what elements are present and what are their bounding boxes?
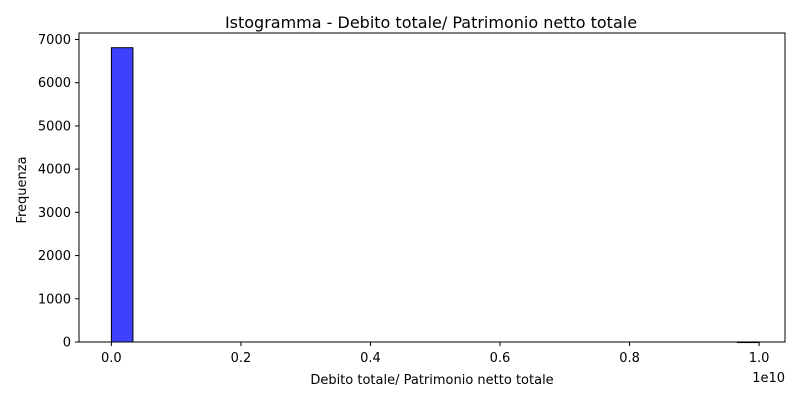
x-axis-offset-label: 1e10 [752, 371, 785, 386]
x-tick-label: 0.2 [231, 351, 252, 366]
y-axis-title: Frequenza [15, 156, 30, 223]
plot-area: 0.0 0.2 0.4 0.6 0.8 1.0 0 1000 2000 3000 4000 5000 6… [38, 32, 786, 366]
x-tick-label: 0.6 [490, 351, 511, 366]
x-tick-label: 0.4 [360, 351, 381, 366]
histogram-bar [110, 47, 134, 343]
x-axis-title: Debito totale/ Patrimonio netto totale [310, 373, 553, 388]
x-tick-label: 0.8 [619, 351, 640, 366]
y-tick-label: 5000 [38, 119, 71, 134]
y-tick-label: 6000 [38, 76, 71, 91]
y-tick-label: 3000 [38, 206, 71, 221]
y-tick-label: 2000 [38, 249, 71, 264]
y-tick-label: 0 [63, 336, 71, 351]
x-tick-label: 1.0 [749, 351, 770, 366]
y-tick-label: 1000 [38, 292, 71, 307]
x-tick-label: 0.0 [101, 351, 122, 366]
y-tick-label: 4000 [38, 163, 71, 178]
chart-title: Istogramma - Debito totale/ Patrimonio n… [225, 13, 637, 32]
y-tick-label: 7000 [38, 33, 71, 48]
plot-frame [78, 32, 786, 343]
